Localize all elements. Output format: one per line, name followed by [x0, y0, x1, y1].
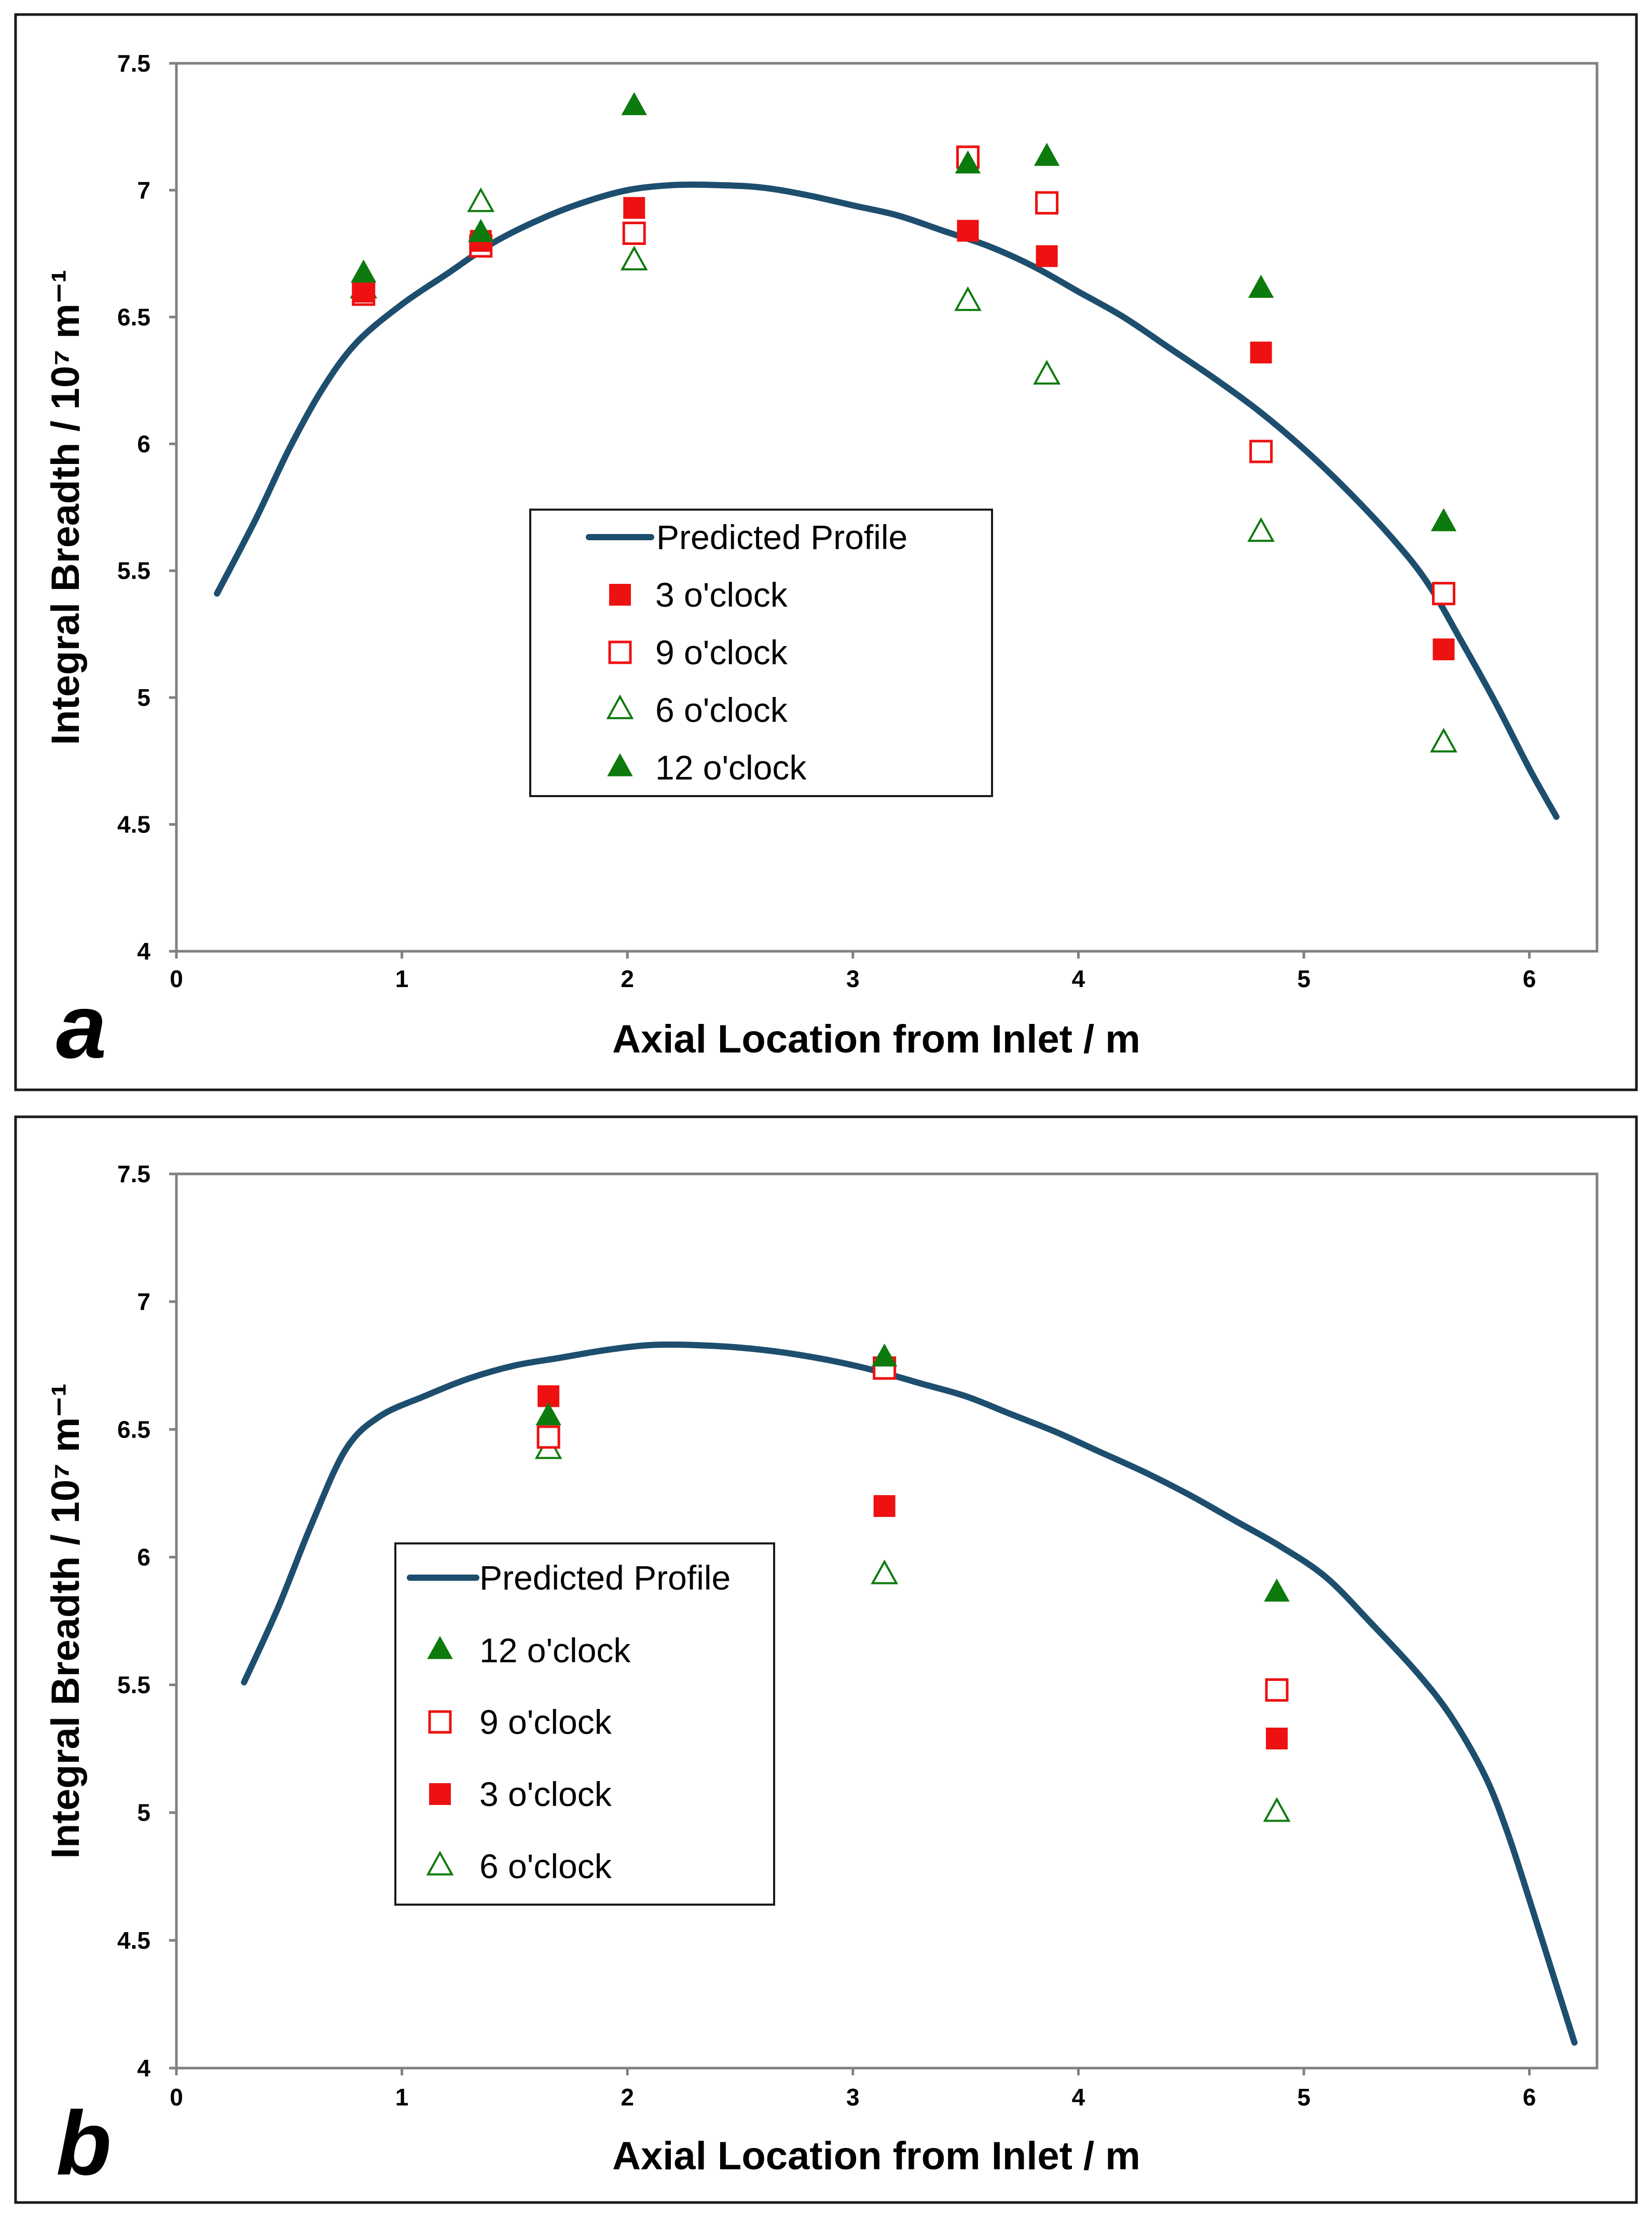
legend-label: 3 o'clock [479, 1775, 612, 1813]
data-point-6-o-clock [467, 187, 495, 212]
data-point-6-o-clock [1247, 517, 1275, 542]
data-point-3-o-clock [352, 280, 375, 303]
data-point-12-o-clock [1034, 143, 1060, 166]
data-point-12-o-clock [351, 259, 377, 283]
data-point-3-o-clock [1265, 1727, 1288, 1749]
legend-label: Predicted Profile [479, 1558, 731, 1597]
data-point-6-o-clock [954, 286, 982, 311]
x-axis-label: Axial Location from Inlet / m [612, 2134, 1140, 2178]
data-point-9-o-clock [1265, 1678, 1289, 1702]
legend-marker-6-o-clock [606, 694, 634, 719]
y-tick-label: 5.5 [117, 557, 150, 584]
data-point-9-o-clock [622, 222, 646, 245]
data-point-12-o-clock [535, 1402, 561, 1426]
legend: Predicted Profile 3 o'clock 9 o'clock 6 o'c… [529, 509, 993, 797]
legend-marker-12-o-clock [607, 753, 633, 776]
x-tick-label: 6 [1523, 965, 1536, 992]
data-point-12-o-clock [1248, 275, 1274, 298]
x-tick-label: 3 [846, 965, 860, 992]
x-tick-label: 0 [170, 2084, 183, 2111]
plot-area [175, 62, 1599, 953]
data-point-12-o-clock [955, 150, 981, 174]
legend-marker-3-o-clock [429, 1783, 451, 1805]
y-tick-label: 6 [137, 1543, 150, 1570]
y-tick-label: 6 [137, 430, 150, 457]
legend: Predicted Profile 12 o'clock 9 o'clock 3 o'… [394, 1542, 775, 1906]
data-point-3-o-clock [1433, 638, 1455, 661]
data-point-9-o-clock [1249, 440, 1273, 463]
panel-letter: a [56, 976, 106, 1077]
y-axis-label: Integral Breadth / 10⁷ m⁻¹ [44, 1383, 88, 1858]
x-tick-label: 2 [621, 965, 634, 992]
y-tick-label: 7.5 [117, 1160, 150, 1187]
data-point-3-o-clock [623, 197, 645, 219]
data-point-6-o-clock [871, 1560, 899, 1584]
panel-letter: b [56, 2093, 112, 2194]
y-tick-label: 5 [137, 684, 150, 711]
data-point-12-o-clock [871, 1343, 898, 1367]
data-point-12-o-clock [1430, 508, 1457, 531]
x-tick-label: 5 [1297, 2084, 1311, 2111]
legend-marker-9-o-clock [608, 640, 632, 664]
legend-box [394, 1542, 775, 1906]
legend-label: 6 o'clock [479, 1847, 612, 1885]
x-tick-label: 6 [1523, 2084, 1536, 2111]
plot-area [175, 1172, 1599, 2070]
y-tick-label: 7 [137, 176, 150, 203]
data-point-12-o-clock [468, 218, 494, 242]
x-axis-label: Axial Location from Inlet / m [612, 1017, 1140, 1061]
data-point-6-o-clock [1430, 728, 1457, 753]
legend-label: Predicted Profile [656, 518, 907, 556]
legend-label: 9 o'clock [479, 1703, 612, 1741]
legend-marker-9-o-clock [428, 1710, 452, 1734]
x-tick-label: 5 [1297, 965, 1311, 992]
data-point-3-o-clock [957, 220, 979, 242]
predicted-profile-line [241, 1341, 1578, 2046]
data-point-12-o-clock [1264, 1578, 1290, 1602]
data-point-6-o-clock [1033, 360, 1061, 385]
legend-label: 6 o'clock [655, 691, 788, 729]
x-tick-label: 1 [395, 2084, 409, 2111]
y-tick-label: 6.5 [117, 304, 150, 331]
legend-label: 12 o'clock [655, 748, 807, 787]
panel-frame [14, 1115, 1638, 2204]
y-tick-label: 6.5 [117, 1416, 150, 1443]
y-tick-label: 7.5 [117, 50, 150, 77]
legend-marker-3-o-clock [609, 584, 631, 606]
panel-a: 4 4.5 5 5.5 6 6.5 7 7.5 0 1 2 3 4 5 6 Axial Location fr… [14, 13, 1638, 1091]
y-tick-label: 5.5 [117, 1672, 150, 1699]
panel-b: 4 4.5 5 5.5 6 6.5 7 7.5 0 1 2 3 4 5 6 Axial Location fr… [14, 1115, 1638, 2204]
y-tick-label: 4.5 [117, 811, 150, 838]
x-tick-label: 1 [395, 965, 409, 992]
legend-box [529, 509, 993, 797]
x-tick-label: 0 [170, 965, 183, 992]
data-point-6-o-clock [620, 245, 648, 271]
x-tick-label: 3 [846, 2084, 860, 2111]
legend-label: 9 o'clock [655, 633, 788, 672]
legend-marker-6-o-clock [426, 1851, 454, 1876]
x-tick-label: 4 [1072, 965, 1085, 992]
y-tick-label: 4.5 [117, 1927, 150, 1954]
y-tick-label: 5 [137, 1799, 150, 1826]
x-tick-label: 2 [621, 2084, 634, 2111]
data-point-12-o-clock [621, 92, 647, 115]
data-point-3-o-clock [1036, 245, 1058, 267]
data-point-9-o-clock [1035, 191, 1059, 215]
data-point-9-o-clock [1431, 582, 1455, 606]
data-point-6-o-clock [1263, 1797, 1291, 1822]
data-point-9-o-clock [536, 1425, 560, 1449]
y-axis-label: Integral Breadth / 10⁷ m⁻¹ [44, 269, 88, 745]
x-tick-label: 4 [1072, 2084, 1085, 2111]
y-tick-label: 7 [137, 1288, 150, 1315]
data-point-3-o-clock [1250, 341, 1272, 364]
predicted-profile-line [214, 181, 1560, 820]
legend-marker-12-o-clock [427, 1636, 453, 1659]
legend-label: 3 o'clock [655, 576, 788, 614]
y-tick-label: 4 [137, 938, 150, 965]
legend-label: 12 o'clock [479, 1631, 631, 1670]
y-tick-label: 4 [137, 2055, 150, 2082]
data-point-3-o-clock [873, 1495, 896, 1517]
